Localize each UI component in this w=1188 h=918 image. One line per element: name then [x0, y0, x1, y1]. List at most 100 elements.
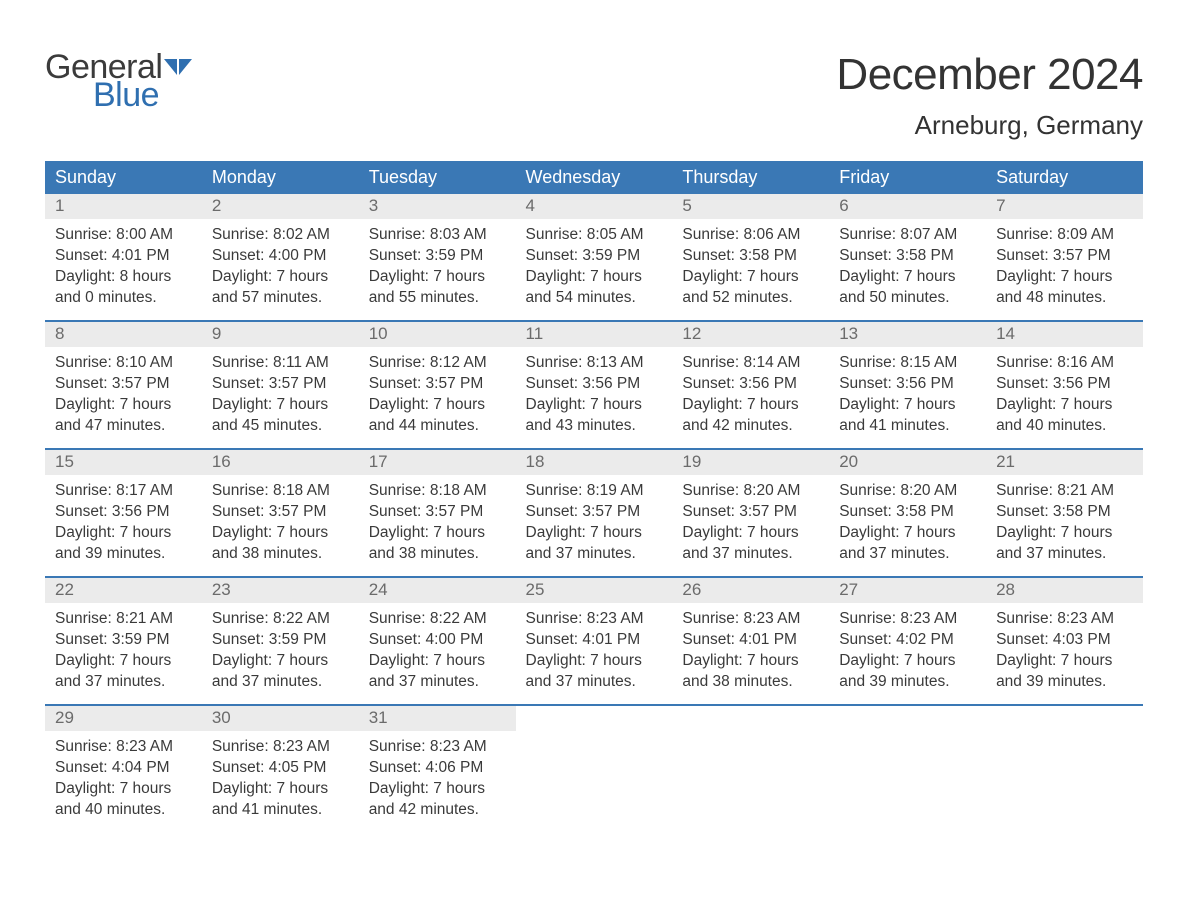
sunset-line: Sunset: 3:58 PM: [839, 502, 976, 523]
day-body: Sunrise: 8:12 AMSunset: 3:57 PMDaylight:…: [359, 347, 516, 447]
sunset-line: Sunset: 3:59 PM: [55, 630, 192, 651]
day-number: 16: [202, 450, 359, 475]
calendar-day-cell: 4Sunrise: 8:05 AMSunset: 3:59 PMDaylight…: [516, 194, 673, 320]
calendar-table: Sunday Monday Tuesday Wednesday Thursday…: [45, 161, 1143, 832]
daylight-line-1: Daylight: 7 hours: [526, 523, 663, 544]
day-number: 14: [986, 322, 1143, 347]
header: General Blue December 2024 Arneburg, Ger…: [45, 50, 1143, 141]
daylight-line-1: Daylight: 7 hours: [55, 395, 192, 416]
sunset-line: Sunset: 3:57 PM: [526, 502, 663, 523]
daylight-line-1: Daylight: 8 hours: [55, 267, 192, 288]
daylight-line-2: and 57 minutes.: [212, 288, 349, 309]
title-block: December 2024 Arneburg, Germany: [836, 50, 1143, 141]
day-number: 29: [45, 706, 202, 731]
day-number: 8: [45, 322, 202, 347]
day-body: Sunrise: 8:23 AMSunset: 4:04 PMDaylight:…: [45, 731, 202, 831]
day-number: 19: [672, 450, 829, 475]
weekday-header: Friday: [829, 161, 986, 194]
day-body: Sunrise: 8:02 AMSunset: 4:00 PMDaylight:…: [202, 219, 359, 319]
sunset-line: Sunset: 3:56 PM: [839, 374, 976, 395]
sunset-line: Sunset: 4:01 PM: [526, 630, 663, 651]
daylight-line-2: and 37 minutes.: [212, 672, 349, 693]
calendar-day-cell: 28Sunrise: 8:23 AMSunset: 4:03 PMDayligh…: [986, 578, 1143, 704]
calendar-day-cell: [986, 706, 1143, 832]
daylight-line-2: and 37 minutes.: [369, 672, 506, 693]
calendar-day-cell: 24Sunrise: 8:22 AMSunset: 4:00 PMDayligh…: [359, 578, 516, 704]
day-number: 31: [359, 706, 516, 731]
sunrise-line: Sunrise: 8:23 AM: [996, 609, 1133, 630]
daylight-line-2: and 38 minutes.: [369, 544, 506, 565]
day-number: 17: [359, 450, 516, 475]
day-body: Sunrise: 8:10 AMSunset: 3:57 PMDaylight:…: [45, 347, 202, 447]
day-body: Sunrise: 8:20 AMSunset: 3:57 PMDaylight:…: [672, 475, 829, 575]
sunset-line: Sunset: 3:56 PM: [682, 374, 819, 395]
sunset-line: Sunset: 3:59 PM: [369, 246, 506, 267]
daylight-line-1: Daylight: 7 hours: [839, 395, 976, 416]
calendar-day-cell: 22Sunrise: 8:21 AMSunset: 3:59 PMDayligh…: [45, 578, 202, 704]
daylight-line-1: Daylight: 7 hours: [212, 651, 349, 672]
sunset-line: Sunset: 4:01 PM: [55, 246, 192, 267]
daylight-line-1: Daylight: 7 hours: [996, 651, 1133, 672]
day-number: 3: [359, 194, 516, 219]
sunrise-line: Sunrise: 8:22 AM: [212, 609, 349, 630]
weekday-header: Thursday: [672, 161, 829, 194]
daylight-line-1: Daylight: 7 hours: [996, 267, 1133, 288]
sunrise-line: Sunrise: 8:05 AM: [526, 225, 663, 246]
day-body: Sunrise: 8:23 AMSunset: 4:02 PMDaylight:…: [829, 603, 986, 703]
weekday-header: Wednesday: [516, 161, 673, 194]
day-body: Sunrise: 8:23 AMSunset: 4:01 PMDaylight:…: [672, 603, 829, 703]
sunrise-line: Sunrise: 8:02 AM: [212, 225, 349, 246]
calendar-week-row: 29Sunrise: 8:23 AMSunset: 4:04 PMDayligh…: [45, 706, 1143, 832]
daylight-line-2: and 37 minutes.: [996, 544, 1133, 565]
day-number: 11: [516, 322, 673, 347]
calendar-day-cell: [516, 706, 673, 832]
sunset-line: Sunset: 4:00 PM: [369, 630, 506, 651]
day-number: 5: [672, 194, 829, 219]
day-body: Sunrise: 8:18 AMSunset: 3:57 PMDaylight:…: [202, 475, 359, 575]
daylight-line-2: and 37 minutes.: [526, 672, 663, 693]
daylight-line-2: and 38 minutes.: [212, 544, 349, 565]
calendar-day-cell: 17Sunrise: 8:18 AMSunset: 3:57 PMDayligh…: [359, 450, 516, 576]
day-body: Sunrise: 8:22 AMSunset: 4:00 PMDaylight:…: [359, 603, 516, 703]
day-body: Sunrise: 8:19 AMSunset: 3:57 PMDaylight:…: [516, 475, 673, 575]
sunset-line: Sunset: 3:57 PM: [212, 374, 349, 395]
daylight-line-1: Daylight: 7 hours: [55, 779, 192, 800]
calendar-day-cell: 6Sunrise: 8:07 AMSunset: 3:58 PMDaylight…: [829, 194, 986, 320]
day-number: 22: [45, 578, 202, 603]
calendar-day-cell: 10Sunrise: 8:12 AMSunset: 3:57 PMDayligh…: [359, 322, 516, 448]
sunrise-line: Sunrise: 8:15 AM: [839, 353, 976, 374]
weekday-header: Sunday: [45, 161, 202, 194]
sunset-line: Sunset: 3:59 PM: [212, 630, 349, 651]
sunset-line: Sunset: 3:57 PM: [369, 374, 506, 395]
day-number: 10: [359, 322, 516, 347]
daylight-line-1: Daylight: 7 hours: [369, 395, 506, 416]
day-number: 21: [986, 450, 1143, 475]
weekday-header: Tuesday: [359, 161, 516, 194]
day-number: 2: [202, 194, 359, 219]
calendar-day-cell: 12Sunrise: 8:14 AMSunset: 3:56 PMDayligh…: [672, 322, 829, 448]
day-number: 20: [829, 450, 986, 475]
weekday-header: Monday: [202, 161, 359, 194]
day-body: Sunrise: 8:22 AMSunset: 3:59 PMDaylight:…: [202, 603, 359, 703]
daylight-line-2: and 55 minutes.: [369, 288, 506, 309]
day-body: Sunrise: 8:06 AMSunset: 3:58 PMDaylight:…: [672, 219, 829, 319]
sunrise-line: Sunrise: 8:21 AM: [996, 481, 1133, 502]
day-body: Sunrise: 8:11 AMSunset: 3:57 PMDaylight:…: [202, 347, 359, 447]
logo: General Blue: [45, 50, 192, 112]
day-body: Sunrise: 8:16 AMSunset: 3:56 PMDaylight:…: [986, 347, 1143, 447]
daylight-line-1: Daylight: 7 hours: [682, 651, 819, 672]
month-title: December 2024: [836, 50, 1143, 100]
daylight-line-1: Daylight: 7 hours: [839, 267, 976, 288]
sunset-line: Sunset: 3:59 PM: [526, 246, 663, 267]
daylight-line-1: Daylight: 7 hours: [369, 651, 506, 672]
calendar-day-cell: 29Sunrise: 8:23 AMSunset: 4:04 PMDayligh…: [45, 706, 202, 832]
day-number: 9: [202, 322, 359, 347]
daylight-line-2: and 39 minutes.: [996, 672, 1133, 693]
sunrise-line: Sunrise: 8:16 AM: [996, 353, 1133, 374]
calendar-day-cell: 8Sunrise: 8:10 AMSunset: 3:57 PMDaylight…: [45, 322, 202, 448]
calendar-day-cell: 5Sunrise: 8:06 AMSunset: 3:58 PMDaylight…: [672, 194, 829, 320]
daylight-line-1: Daylight: 7 hours: [369, 267, 506, 288]
sunset-line: Sunset: 3:58 PM: [996, 502, 1133, 523]
daylight-line-1: Daylight: 7 hours: [212, 267, 349, 288]
day-body: Sunrise: 8:09 AMSunset: 3:57 PMDaylight:…: [986, 219, 1143, 319]
